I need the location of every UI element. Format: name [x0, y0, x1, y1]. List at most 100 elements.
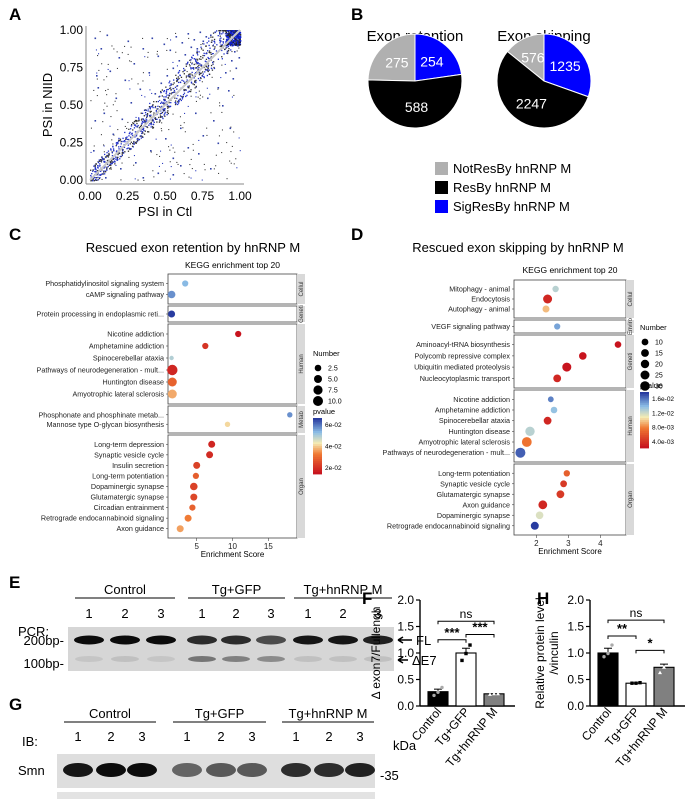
panel-a-background-point: [127, 150, 130, 152]
panel-a-background-point: [140, 124, 142, 127]
panel-a-background-point: [130, 133, 132, 135]
panel-a-background-point: [184, 81, 186, 83]
panel-a-background-point: [234, 41, 236, 43]
panel-a-background-point: [175, 100, 177, 102]
panel-a-background-point: [164, 111, 166, 113]
panel-a-background-point: [96, 78, 98, 80]
panel-a-background-point: [214, 46, 216, 48]
panel-a-background-point: [212, 36, 214, 38]
panel-a-background-point: [152, 114, 154, 116]
panel-a-background-point: [212, 61, 214, 63]
panel-a-background-point: [201, 179, 203, 181]
panel-a-background-point: [121, 153, 123, 155]
D-facet-box: [513, 389, 627, 463]
panel-label-d: D: [351, 225, 363, 244]
panel-a-background-point: [181, 96, 184, 99]
panel-a-background-point: [210, 112, 212, 114]
panel-a-background-point: [104, 160, 106, 163]
panel-a-background-point: [220, 37, 222, 39]
panel-a-background-point: [203, 43, 205, 45]
C-term-label: Spinocerebellar ataxia: [93, 354, 164, 363]
panel-a-background-point: [239, 150, 241, 152]
C-color-legend-band: [313, 434, 322, 438]
panel-a-background-point: [138, 139, 140, 141]
panel-a-background-point: [193, 68, 195, 70]
panel-label-b: B: [351, 5, 363, 24]
D-size-legend-label: 30: [655, 384, 663, 391]
E-band-dE7: [222, 656, 250, 662]
panel-a-background-point: [143, 109, 146, 111]
panel-a-background-point: [129, 60, 131, 62]
panel-a-background-point: [132, 146, 134, 148]
panel-a-background-point: [106, 152, 108, 154]
panel-a-background-point: [144, 121, 146, 123]
C-color-legend-band: [313, 418, 322, 421]
panel-a-background-point: [138, 138, 141, 141]
panel-a-background-point: [128, 80, 130, 82]
panel-a-background-point: [226, 36, 228, 38]
D-facet-box: [513, 279, 627, 319]
C-facet-strip: [297, 324, 305, 404]
panel-a-background-point: [143, 115, 145, 117]
H-sig-label: **: [617, 621, 628, 636]
D-facet-label: Cellul: [628, 291, 634, 306]
panel-a-background-point: [173, 79, 175, 81]
panel-a-background-point: [203, 75, 205, 78]
panel-a-background-point: [106, 76, 108, 78]
D-x-tick-label: 2: [534, 539, 539, 548]
C-dot: [182, 280, 189, 287]
panel-e-gel: Control Tg+GFP Tg+hnRNP M 1 2 3 1 2 3 1 2 3 PCR:200b…: [18, 582, 437, 671]
C-dot: [224, 421, 231, 427]
panel-a-background-point: [137, 83, 139, 85]
panel-a-background-point: [103, 161, 105, 163]
panel-a-background-point: [129, 143, 131, 145]
G-lane-number: 2: [217, 729, 224, 744]
panel-a-background-point: [143, 179, 145, 181]
panel-a-background-point: [210, 36, 212, 38]
panel-a-background-point: [176, 97, 178, 100]
F-data-point: [488, 692, 492, 696]
F-sig-bracket: [437, 639, 467, 643]
panel-a-point: [93, 150, 95, 152]
panel-a-background-point: [110, 148, 112, 150]
H-data-point: [630, 681, 634, 685]
panel-a-background-point: [177, 103, 179, 106]
H-y-tick-label: 0.5: [567, 673, 584, 687]
panel-a-background-point: [188, 74, 190, 76]
G-lane-number: 3: [248, 729, 255, 744]
panel-a-background-point: [233, 31, 235, 34]
panel-a-background-point: [177, 94, 179, 97]
panel-a-background-point: [153, 121, 155, 123]
C-facet-box: [167, 405, 298, 434]
panel-a-background-point: [228, 41, 231, 44]
C-facet-label: Cellul: [299, 281, 305, 296]
panel-a-background-point: [183, 173, 185, 175]
panel-a-background-point: [149, 74, 151, 76]
panel-a-background-point: [190, 73, 192, 75]
panel-a-point: [213, 120, 215, 122]
panel-a-background-point: [148, 131, 150, 133]
panel-a-background-point: [103, 170, 105, 172]
D-color-legend-label: 1.6e-02: [652, 396, 674, 403]
panel-a-background-point: [110, 167, 112, 169]
panel-a-background-point: [152, 106, 154, 109]
panel-a-background-point: [172, 83, 174, 86]
panel-a-background-point: [122, 140, 124, 143]
panel-a-background-point: [101, 159, 103, 161]
panel-a-background-point: [226, 52, 228, 54]
D-size-legend-label: 25: [655, 373, 663, 380]
C-color-legend-band: [313, 440, 322, 443]
F-sig-label: ns: [460, 607, 473, 621]
panel-a-background-point: [200, 72, 202, 74]
panel-a-background-point: [233, 42, 235, 45]
panel-a-background-point: [220, 44, 222, 46]
panel-a-background-point: [138, 118, 140, 120]
panel-a-background-point: [144, 125, 146, 127]
panel-a-point: [207, 97, 209, 100]
C-color-legend-band: [313, 470, 322, 473]
D-facet-strip: [626, 464, 634, 535]
panel-a-background-point: [158, 116, 160, 119]
panel-a-background-point: [164, 113, 166, 115]
panel-a: A 0.00 0.00 0.25 0.25 0.50 0.50 0.75 0.75 1.00 1.…: [9, 5, 252, 219]
panel-a-background-point: [180, 99, 182, 102]
